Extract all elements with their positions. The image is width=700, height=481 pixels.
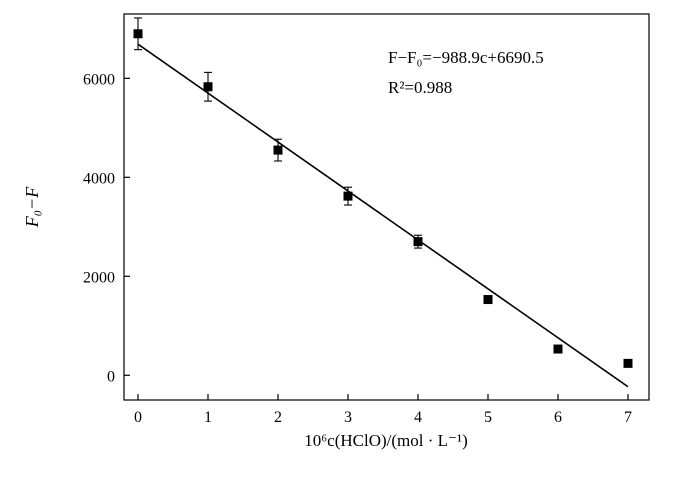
x-tick-label: 3 [344, 409, 352, 426]
data-point [273, 145, 283, 155]
x-tick-label: 1 [204, 409, 212, 426]
y-tick-label: 2000 [83, 269, 115, 286]
data-point [203, 82, 213, 92]
y-tick-label: 6000 [83, 71, 115, 88]
r-squared-annotation: R²=0.988 [388, 78, 452, 97]
x-tick-label: 6 [554, 409, 562, 426]
data-points [133, 29, 633, 368]
data-point [483, 295, 493, 305]
y-axis-label: F₀−F [22, 186, 42, 228]
x-tick-label: 0 [134, 409, 142, 426]
data-point [623, 358, 633, 368]
fit-line [137, 43, 629, 388]
data-point [553, 344, 563, 354]
data-point [133, 29, 143, 39]
plot-frame [123, 13, 650, 401]
x-tick-label: 2 [274, 409, 282, 426]
x-tick-label: 5 [484, 409, 492, 426]
data-point [343, 191, 353, 201]
x-tick-label: 4 [414, 409, 422, 426]
y-tick-label: 0 [107, 368, 115, 385]
data-point [413, 237, 423, 247]
fit-equation-annotation: F−F₀=−988.9c+6690.5 [388, 48, 544, 67]
y-tick-label: 4000 [83, 170, 115, 187]
x-axis-ticks: 0 1 2 3 4 5 6 7 [134, 394, 632, 426]
error-bars [134, 17, 422, 249]
y-axis-ticks: 0 2000 4000 6000 [83, 71, 130, 385]
x-tick-label: 7 [624, 409, 632, 426]
x-axis-label: 10⁶c(HClO)/(mol · L⁻¹) [304, 431, 468, 450]
fit-layer [137, 43, 629, 388]
